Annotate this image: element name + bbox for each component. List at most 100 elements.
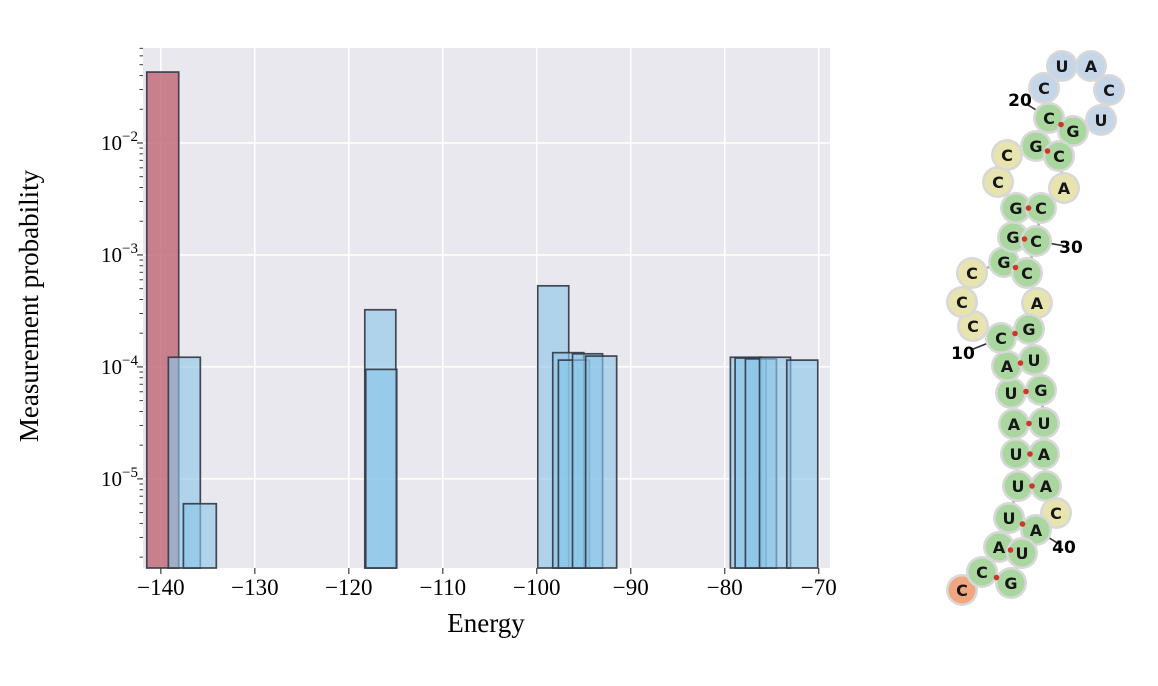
nucleotide-letter: G	[997, 253, 1010, 272]
nucleotide-letter: U	[1016, 544, 1029, 563]
nucleotide-A23	[1077, 52, 1105, 80]
nucleotide-G26	[1059, 117, 1087, 145]
nucleotide-C39	[1042, 499, 1070, 527]
nucleotide-A40	[1022, 516, 1050, 544]
nucleotide-letter: G	[1066, 122, 1079, 141]
base-pair-dot	[1007, 547, 1014, 553]
histogram-bar-sampled	[182, 502, 218, 569]
nucleotide-U36	[1030, 409, 1058, 437]
nucleotide-A3	[985, 533, 1013, 561]
nucleotide-C24	[1095, 76, 1123, 104]
base-pair-dot	[1027, 451, 1033, 457]
nucleotide-A28	[1050, 174, 1078, 202]
nucleotide-letter: U	[1012, 477, 1025, 496]
nucleotide-A32	[1023, 289, 1051, 317]
base-pair-dot	[1029, 483, 1035, 489]
nucleotide-letter: A	[1008, 415, 1021, 434]
nucleotide-C29	[1027, 194, 1055, 222]
nucleotide-G35	[1027, 376, 1055, 404]
histogram-bar-sampled	[584, 355, 618, 569]
nucleotide-letter: A	[1038, 445, 1051, 464]
nucleotide-letter: A	[993, 538, 1006, 557]
x-tick-label: −140	[137, 575, 184, 600]
nucleotide-letter: C	[1050, 504, 1062, 523]
nucleotide-C17	[984, 168, 1012, 196]
nucleotide-A38	[1032, 472, 1060, 500]
nucleotide-C2	[968, 558, 996, 586]
position-label-30: 30	[1059, 238, 1083, 258]
nucleotide-letter: A	[1001, 357, 1014, 376]
x-tick-label: −100	[513, 575, 560, 600]
nucleotide-letter: C	[956, 293, 968, 312]
nucleotide-letter: G	[1009, 199, 1022, 218]
nucleotide-C21	[1030, 74, 1058, 102]
nucleotide-letter: U	[1095, 111, 1108, 130]
nucleotide-letter: C	[992, 173, 1004, 192]
y-tick-label: 10−5	[101, 465, 138, 491]
nucleotide-U25	[1087, 106, 1115, 134]
x-tick-label: −130	[231, 575, 278, 600]
nucleotide-G16	[1002, 194, 1030, 222]
nucleotide-U34	[1020, 346, 1048, 374]
nucleotide-G42	[997, 569, 1025, 597]
nucleotide-letter: G	[1029, 137, 1042, 156]
base-pair-dot	[1026, 420, 1032, 427]
nucleotide-letter: G	[1006, 228, 1019, 247]
nucleotide-letter: U	[1005, 384, 1018, 403]
position-label-40: 40	[1052, 538, 1076, 558]
base-pair-dot	[1023, 388, 1029, 395]
nucleotide-letter: C	[1043, 109, 1055, 128]
nucleotide-U5	[1004, 472, 1032, 500]
nucleotide-C27	[1045, 142, 1073, 170]
histogram-bar-sampled	[785, 359, 819, 569]
nucleotide-letter: C	[967, 317, 979, 336]
x-tick-label: −110	[419, 575, 466, 600]
nucleotide-G33	[1015, 315, 1043, 343]
nucleotide-U8	[997, 379, 1025, 407]
nucleotide-letter: C	[1035, 199, 1047, 218]
x-tick-label: −120	[325, 575, 372, 600]
nucleotide-letter: C	[1021, 264, 1033, 283]
nucleotide-A37	[1030, 440, 1058, 468]
nucleotide-letter: U	[1003, 509, 1016, 528]
x-tick-label: −90	[613, 575, 649, 600]
nucleotide-letter: A	[1040, 477, 1053, 496]
y-axis-title: Measurement probability	[14, 169, 44, 442]
nucleotide-letter: U	[1010, 445, 1023, 464]
nucleotide-letter: C	[1038, 79, 1050, 98]
nucleotide-C31	[1013, 259, 1041, 287]
nucleotide-letter: U	[1028, 351, 1041, 370]
y-tick-label: 10−4	[101, 353, 138, 379]
base-pair-dot	[993, 574, 1000, 581]
nucleotide-G19	[1022, 132, 1050, 160]
nucleotide-U6	[1002, 440, 1030, 468]
nucleotide-letter: A	[1085, 57, 1098, 76]
nucleotide-letter: U	[1056, 57, 1069, 76]
nucleotide-G14	[990, 248, 1018, 276]
nucleotide-C13	[958, 259, 986, 287]
nucleotide-U22	[1048, 52, 1076, 80]
base-pair-dot	[1019, 521, 1026, 527]
nucleotide-C30	[1022, 227, 1050, 255]
nucleotide-C1	[948, 576, 976, 604]
nucleotide-U41	[1008, 539, 1036, 567]
nucleotide-letter: U	[1038, 414, 1051, 433]
nucleotide-letter: C	[976, 563, 988, 582]
histogram-bar-sampled	[364, 368, 398, 569]
nucleotide-letter: G	[1034, 381, 1047, 400]
nucleotide-U4	[995, 504, 1023, 532]
base-pair-dot	[1012, 264, 1019, 271]
nucleotide-letter: C	[966, 264, 978, 283]
nucleotide-C12	[948, 288, 976, 316]
position-label-20: 20	[1008, 91, 1032, 111]
base-pair-dot	[1025, 205, 1032, 211]
nucleotide-letter: C	[1001, 146, 1013, 165]
nucleotide-letter: A	[1031, 294, 1044, 313]
nucleotide-C20	[1035, 104, 1063, 132]
nucleotide-letter: C	[1030, 232, 1042, 251]
nucleotide-letter: G	[1004, 574, 1017, 593]
x-axis-title: Energy	[447, 608, 525, 638]
nucleotide-letter: C	[995, 329, 1007, 348]
